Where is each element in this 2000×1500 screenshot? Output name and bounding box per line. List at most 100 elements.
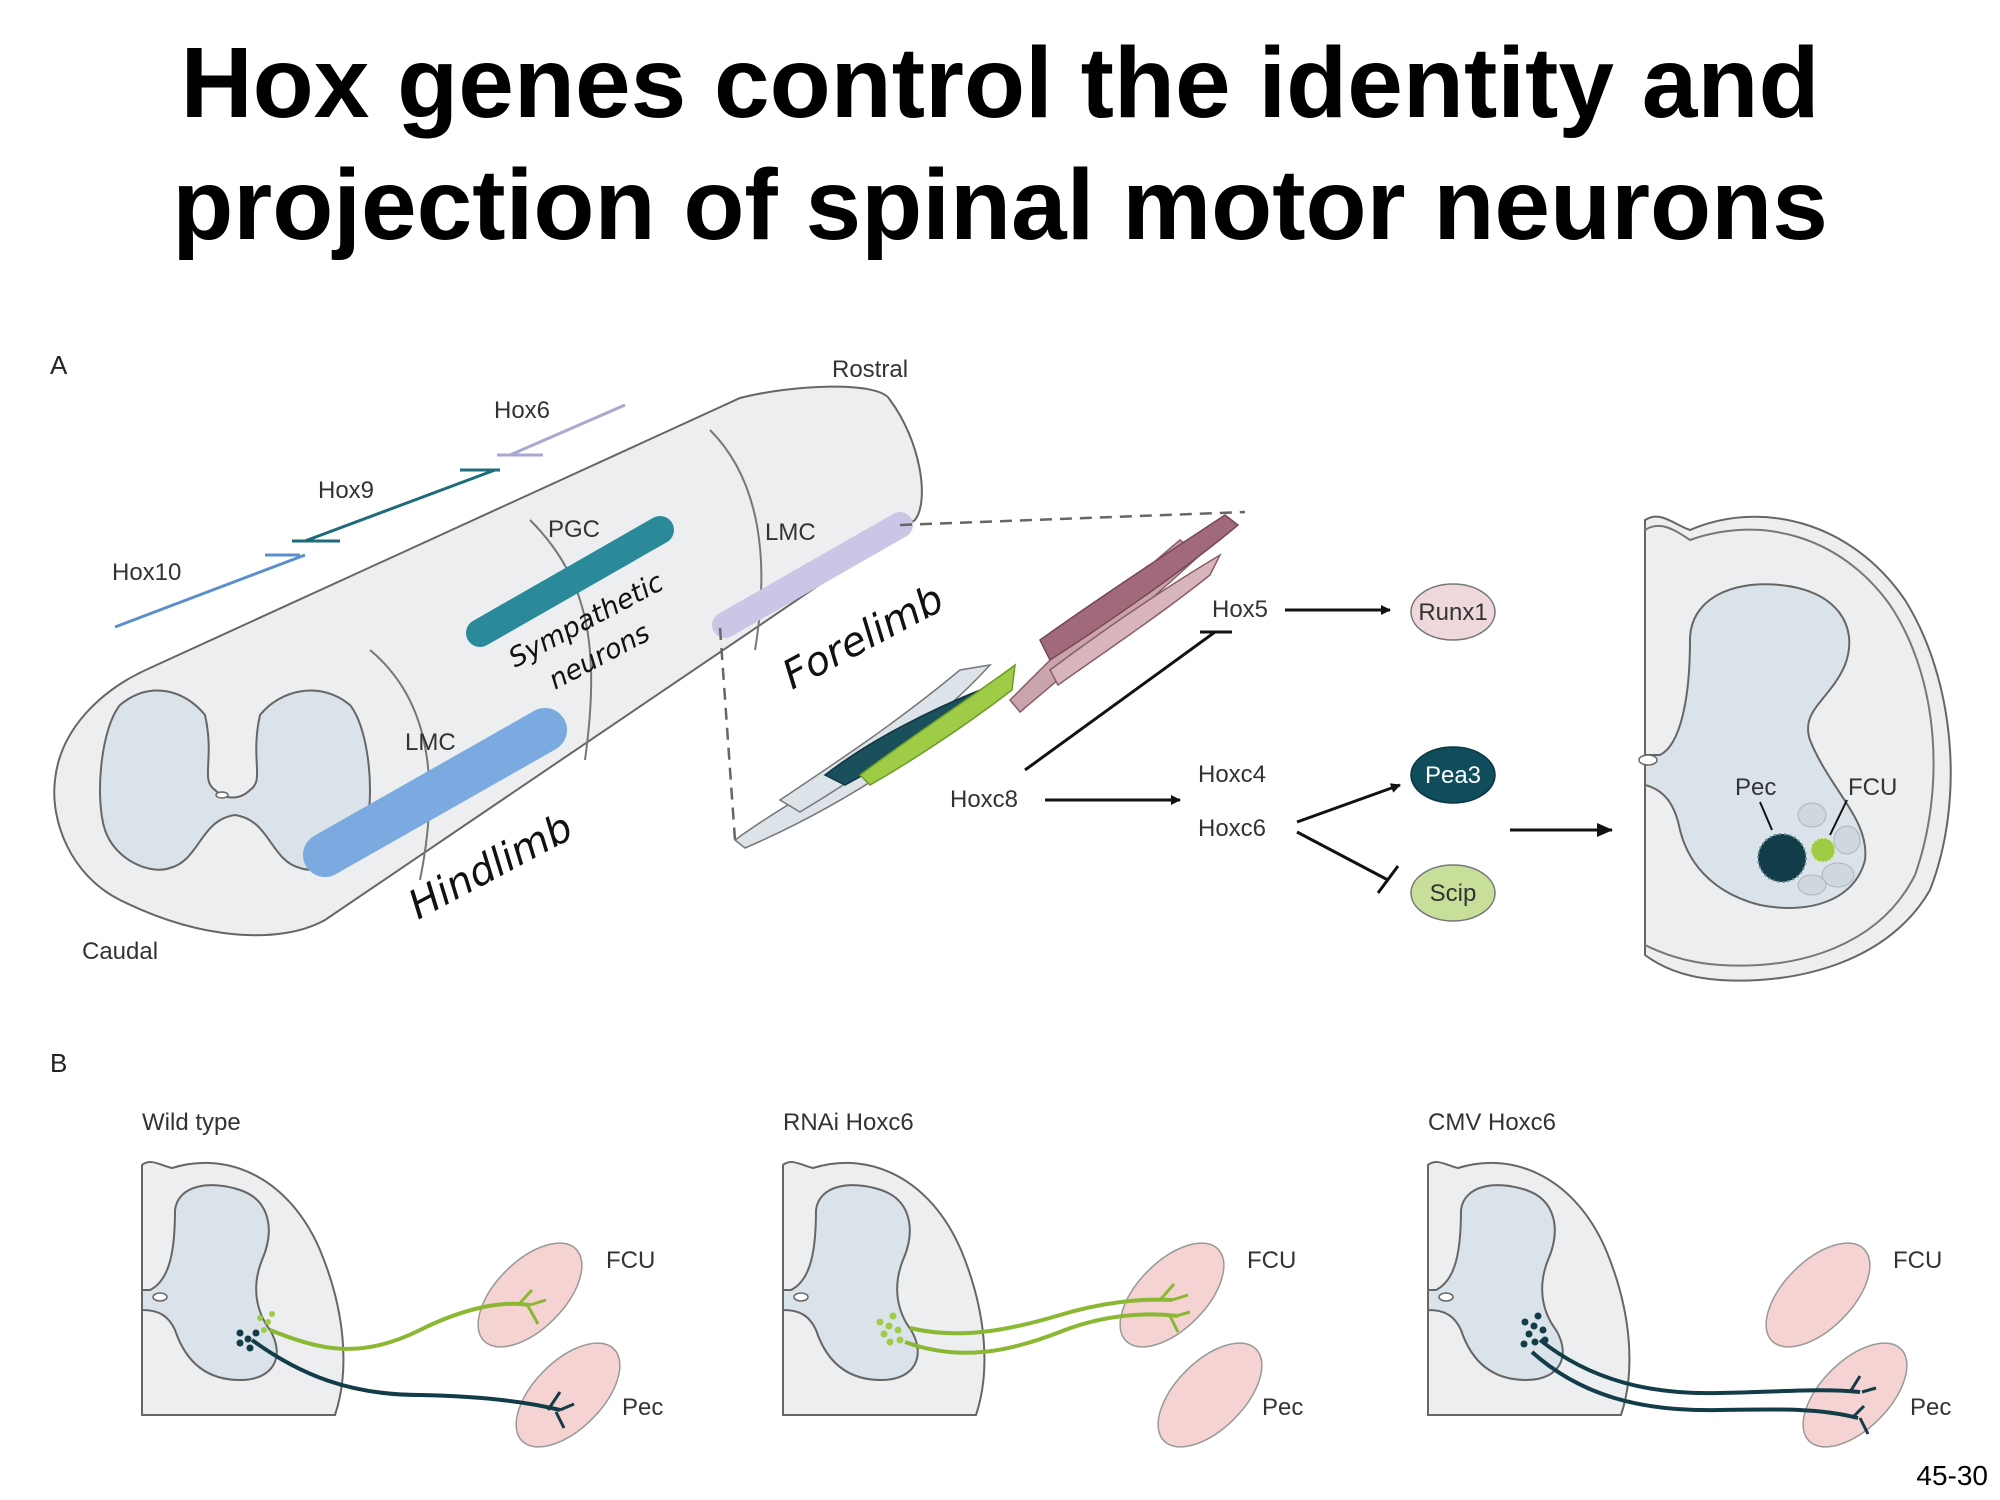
- scip-label: Scip: [1430, 880, 1477, 907]
- scip-node: [1410, 864, 1496, 922]
- fcu-muscle: [858, 663, 1016, 786]
- slide-title: Hox genes control the identity and proje…: [0, 22, 2000, 266]
- rnai-fcu-neurons: [876, 1312, 904, 1346]
- spinal-cord-cylinder: [53, 385, 923, 937]
- rnai-fcu-branches: [1158, 1283, 1191, 1333]
- cross-section-canal: [1638, 754, 1658, 766]
- wt-fcu-neurons: [257, 1311, 275, 1333]
- cross-section-inner-line: [1644, 524, 1935, 967]
- cmv-pec-label: Pec: [1910, 1394, 1951, 1421]
- cmv-fcu-muscle: [1765, 1242, 1871, 1348]
- pec-pool-label: Pec: [1735, 774, 1776, 801]
- pec-motor-pool-texture: [1757, 833, 1807, 883]
- rnai-fcu-muscle: [1119, 1242, 1225, 1348]
- pea3-node: [1410, 746, 1496, 804]
- wt-fcu-label: FCU: [606, 1247, 655, 1274]
- rnai-pec-label: Pec: [1262, 1394, 1303, 1421]
- cmv-label: CMV Hoxc6: [1428, 1109, 1556, 1136]
- cmv-pec-branches: [1848, 1375, 1877, 1435]
- rnai-fcu-axon-2: [904, 1312, 1179, 1355]
- wt-pec-muscle: [515, 1342, 621, 1448]
- pgc-label: PGC: [548, 516, 600, 543]
- scip-inhibition-bar: [1376, 865, 1400, 894]
- title-line-2: projection of spinal motor neurons: [172, 149, 1828, 261]
- forelimb-muscle-3: [1049, 553, 1222, 687]
- wt-canal: [152, 1292, 168, 1302]
- wt-pec-axon: [250, 1338, 561, 1412]
- rnai-hoxc6-panel: RNAi Hoxc6 FCU Pec: [782, 1109, 1303, 1448]
- hox10-label: Hox10: [112, 559, 181, 586]
- fcu-pointer: [1829, 799, 1848, 836]
- hoxc6-represses-scip: [1296, 830, 1389, 882]
- panel-b-label: B: [50, 1048, 67, 1078]
- hox9-label: Hox9: [318, 477, 374, 504]
- hox9-domain: [304, 468, 496, 543]
- panel-b: B Wild type FCU Pec RNAi Hoxc6: [50, 1048, 1951, 1448]
- central-canal: [215, 791, 229, 799]
- segment-line-1: [369, 649, 431, 881]
- runx1-label: Runx1: [1418, 599, 1487, 626]
- lmc-forelimb-label: LMC: [765, 519, 816, 546]
- lmc-hindlimb-column: [303, 708, 567, 877]
- panel-a-label: A: [50, 350, 68, 380]
- pool-blob-4: [1797, 874, 1827, 896]
- cmv-fcu-label: FCU: [1893, 1247, 1942, 1274]
- zoom-line-top: [899, 510, 1246, 527]
- hox5-label: Hox5: [1212, 596, 1268, 623]
- wt-fcu-muscle: [477, 1242, 583, 1348]
- rnai-canal: [793, 1292, 809, 1302]
- hoxc4-label: Hoxc4: [1198, 761, 1266, 788]
- cmv-pec-muscle: [1802, 1342, 1908, 1448]
- limb-muscles: [733, 514, 1240, 849]
- gene-network: Hox5 Hoxc8 Hoxc4 Hoxc6 Runx1 Pea3 Scip: [950, 583, 1613, 922]
- wt-gray-matter: [141, 1184, 278, 1382]
- cmv-pec-neurons: [1520, 1312, 1549, 1348]
- segment-line-2: [529, 519, 593, 761]
- spinal-cord-cross-section: Pec FCU: [1638, 515, 1952, 982]
- wild-type-label: Wild type: [142, 1109, 241, 1136]
- wt-fcu-axon: [269, 1301, 531, 1351]
- cmv-canal: [1438, 1292, 1454, 1302]
- hox6-domain: [509, 403, 626, 457]
- pool-blob-1: [1797, 802, 1827, 828]
- lmc-forelimb-column: [712, 512, 913, 638]
- hoxc8-represses-hox5: [1024, 630, 1216, 772]
- hox10-domain: [114, 553, 306, 629]
- title-line-1: Hox genes control the identity and: [180, 27, 1820, 139]
- wt-pec-neurons: [236, 1329, 260, 1352]
- cmv-hoxc6-panel: CMV Hoxc6 FCU Pec: [1427, 1109, 1951, 1448]
- hox-domain-bars: [114, 403, 626, 629]
- pec-motor-pool: [1758, 834, 1806, 882]
- cmv-pec-axon-2: [1530, 1350, 1859, 1420]
- runx1-node: [1410, 583, 1496, 641]
- hoxc6-label: Hoxc6: [1198, 815, 1266, 842]
- fcu-pool-label: FCU: [1848, 774, 1897, 801]
- fcu-motor-pool: [1811, 838, 1835, 862]
- rnai-pec-muscle: [1157, 1342, 1263, 1448]
- page-number: 45-30: [1916, 1460, 1988, 1491]
- pec-pointer: [1759, 801, 1773, 831]
- pool-blob-3: [1821, 862, 1855, 888]
- panel-a: A Rostral Caudal Hox10 Hox9 Hox6: [50, 350, 1952, 982]
- caudal-label: Caudal: [82, 938, 158, 965]
- fcu-motor-pool-texture: [1810, 837, 1836, 863]
- wt-fcu-branches: [516, 1288, 547, 1325]
- pool-blob-2: [1833, 825, 1861, 855]
- wild-type-panel: Wild type FCU Pec: [141, 1109, 663, 1448]
- hox6-label: Hox6: [494, 397, 550, 424]
- lmc-hindlimb-label: LMC: [405, 729, 456, 756]
- forelimb-muscle-2: [1039, 514, 1240, 662]
- caudal-gray-matter: [99, 689, 371, 871]
- cmv-pec-axon-1: [1538, 1338, 1861, 1396]
- hoxc6-to-pea3-arrow: [1296, 783, 1401, 824]
- wt-pec-branches: [546, 1391, 575, 1429]
- rnai-fcu-label: FCU: [1247, 1247, 1296, 1274]
- zoom-line-bottom: [718, 627, 737, 841]
- pea3-label: Pea3: [1425, 762, 1481, 789]
- rostral-label: Rostral: [832, 356, 908, 383]
- hoxc8-label: Hoxc8: [950, 786, 1018, 813]
- rnai-fcu-axon-1: [909, 1297, 1173, 1336]
- rnai-label: RNAi Hoxc6: [783, 1109, 914, 1136]
- pgc-column: [466, 516, 674, 647]
